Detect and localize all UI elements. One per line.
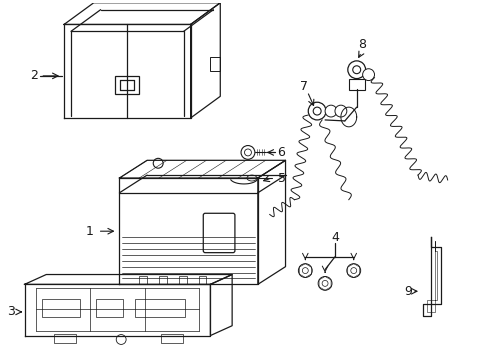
Bar — [161, 334, 183, 343]
Circle shape — [334, 105, 346, 117]
Circle shape — [347, 61, 365, 78]
Text: 2: 2 — [30, 69, 38, 82]
Text: 1: 1 — [86, 225, 94, 238]
Circle shape — [325, 105, 336, 117]
Bar — [198, 276, 206, 284]
Bar — [42, 299, 80, 317]
Bar — [210, 57, 220, 71]
Text: 9: 9 — [404, 285, 411, 298]
Text: 7: 7 — [300, 80, 307, 93]
Ellipse shape — [246, 175, 256, 181]
Circle shape — [116, 334, 126, 345]
Circle shape — [362, 69, 374, 81]
Bar — [115, 76, 139, 94]
Circle shape — [307, 102, 325, 120]
Text: 3: 3 — [7, 305, 15, 319]
Bar — [179, 276, 186, 284]
Circle shape — [241, 145, 254, 159]
Circle shape — [153, 158, 163, 168]
Bar — [96, 299, 123, 317]
Circle shape — [298, 264, 311, 278]
Bar — [54, 334, 76, 343]
Bar — [135, 299, 184, 317]
Circle shape — [346, 264, 360, 278]
FancyBboxPatch shape — [203, 213, 234, 253]
Circle shape — [318, 276, 331, 290]
Text: 8: 8 — [357, 38, 365, 51]
Bar — [159, 276, 166, 284]
Text: 5: 5 — [277, 171, 285, 185]
Bar — [139, 276, 147, 284]
Bar — [348, 78, 364, 90]
Text: 4: 4 — [330, 231, 338, 244]
Text: 6: 6 — [277, 146, 285, 159]
